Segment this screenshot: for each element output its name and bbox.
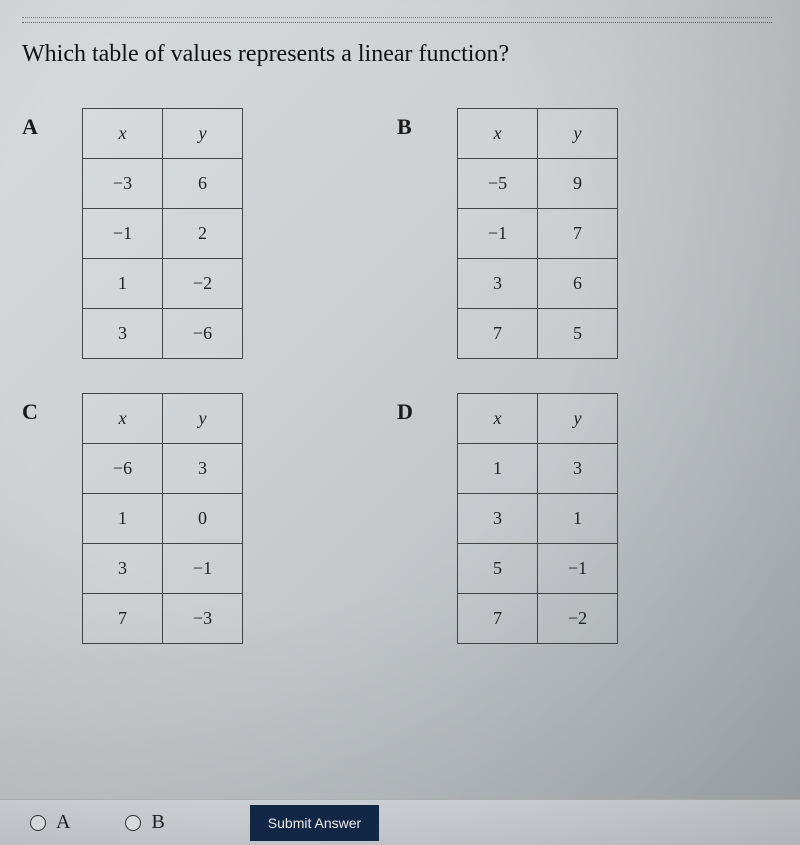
cell-x: −5: [458, 159, 538, 209]
cell-x: −1: [83, 209, 163, 259]
cell-x: 1: [83, 259, 163, 309]
table-row: 3−6: [83, 309, 243, 359]
radio-option-B[interactable]: B: [125, 811, 164, 834]
table-row: 31: [458, 494, 618, 544]
table-row: −63: [83, 444, 243, 494]
cell-x: 7: [83, 594, 163, 644]
header-y: y: [163, 109, 243, 159]
radio-icon: [30, 815, 46, 831]
table-row: 7−2: [458, 594, 618, 644]
worksheet-page: Which table of values represents a linea…: [0, 0, 800, 644]
table-row: −36: [83, 159, 243, 209]
cell-y: 1: [538, 494, 618, 544]
cell-y: 3: [163, 444, 243, 494]
option-B: B xy −59 −17 36 75: [397, 108, 772, 359]
cell-y: −1: [538, 544, 618, 594]
table-row: 5−1: [458, 544, 618, 594]
cell-y: 7: [538, 209, 618, 259]
cell-x: −1: [458, 209, 538, 259]
cell-y: 6: [538, 259, 618, 309]
radio-label-B: B: [151, 811, 164, 834]
cell-y: −1: [163, 544, 243, 594]
label-D: D: [397, 393, 457, 425]
table-A: xy −36 −12 1−2 3−6: [82, 108, 243, 359]
label-C: C: [22, 393, 82, 425]
table-D: xy 13 31 5−1 7−2: [457, 393, 618, 644]
header-y: y: [163, 394, 243, 444]
cell-y: −2: [163, 259, 243, 309]
cell-y: 0: [163, 494, 243, 544]
cell-y: −2: [538, 594, 618, 644]
option-D: D xy 13 31 5−1 7−2: [397, 393, 772, 644]
cell-x: 1: [458, 444, 538, 494]
cell-y: −3: [163, 594, 243, 644]
table-row: 75: [458, 309, 618, 359]
radio-icon: [125, 815, 141, 831]
cell-x: 5: [458, 544, 538, 594]
answer-bar: A B Submit Answer: [0, 799, 800, 845]
tables-grid: A xy −36 −12 1−2 3−6 B xy −59 −17 36 75: [22, 108, 772, 644]
cell-x: 3: [458, 494, 538, 544]
cell-y: 3: [538, 444, 618, 494]
option-A: A xy −36 −12 1−2 3−6: [22, 108, 397, 359]
table-C: xy −63 10 3−1 7−3: [82, 393, 243, 644]
cell-x: 7: [458, 594, 538, 644]
tables-row-1: A xy −36 −12 1−2 3−6 B xy −59 −17 36 75: [22, 108, 772, 359]
cell-x: −6: [83, 444, 163, 494]
table-row: −17: [458, 209, 618, 259]
cell-x: 7: [458, 309, 538, 359]
submit-button[interactable]: Submit Answer: [250, 805, 379, 841]
label-B: B: [397, 108, 457, 140]
separator: [22, 22, 772, 23]
cell-y: 9: [538, 159, 618, 209]
cell-y: 5: [538, 309, 618, 359]
table-row: 13: [458, 444, 618, 494]
cell-y: 6: [163, 159, 243, 209]
table-row: 3−1: [83, 544, 243, 594]
header-y: y: [538, 394, 618, 444]
cell-x: −3: [83, 159, 163, 209]
cell-y: 2: [163, 209, 243, 259]
question-text: Which table of values represents a linea…: [22, 41, 772, 68]
cell-x: 3: [83, 309, 163, 359]
tables-row-2: C xy −63 10 3−1 7−3 D xy 13 31 5−1 7−2: [22, 393, 772, 644]
header-x: x: [83, 109, 163, 159]
table-row: 10: [83, 494, 243, 544]
header-x: x: [458, 394, 538, 444]
cell-x: 3: [458, 259, 538, 309]
header-x: x: [83, 394, 163, 444]
radio-label-A: A: [56, 811, 70, 834]
table-row: 36: [458, 259, 618, 309]
top-cutoff: [22, 10, 772, 18]
option-C: C xy −63 10 3−1 7−3: [22, 393, 397, 644]
header-y: y: [538, 109, 618, 159]
header-x: x: [458, 109, 538, 159]
table-B: xy −59 −17 36 75: [457, 108, 618, 359]
radio-option-A[interactable]: A: [30, 811, 70, 834]
table-row: 1−2: [83, 259, 243, 309]
cell-y: −6: [163, 309, 243, 359]
label-A: A: [22, 108, 82, 140]
table-row: 7−3: [83, 594, 243, 644]
table-row: −12: [83, 209, 243, 259]
cell-x: 1: [83, 494, 163, 544]
table-row: −59: [458, 159, 618, 209]
cell-x: 3: [83, 544, 163, 594]
